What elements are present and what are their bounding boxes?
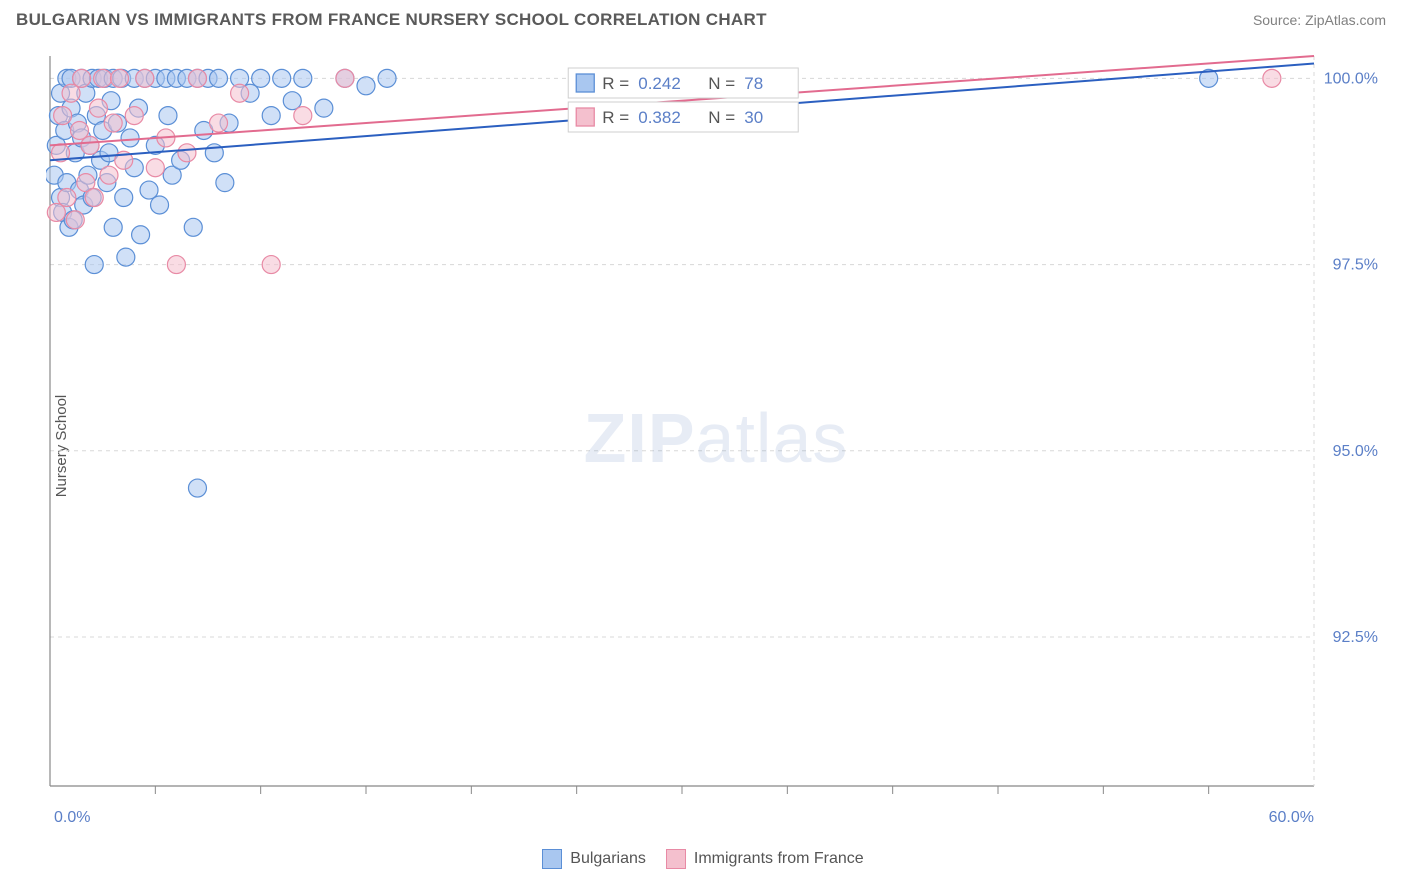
scatter-point [210,69,228,87]
scatter-point [94,69,112,87]
legend-item: Immigrants from France [666,849,864,869]
legend-swatch [542,849,562,869]
scatter-point [136,69,154,87]
y-tick-label: 92.5% [1333,629,1378,646]
header: BULGARIAN VS IMMIGRANTS FROM FRANCE NURS… [0,0,1406,30]
scatter-point [357,77,375,95]
scatter-point [121,129,139,147]
scatter-point [104,218,122,236]
scatter-point [85,256,103,274]
scatter-point [58,189,76,207]
chart-title: BULGARIAN VS IMMIGRANTS FROM FRANCE NURS… [16,10,767,30]
scatter-point [378,69,396,87]
scatter-point [66,211,84,229]
svg-text:R =: R = [602,74,629,93]
scatter-point [151,196,169,214]
svg-text:0.382: 0.382 [638,108,681,127]
scatter-point [252,69,270,87]
scatter-point [273,69,291,87]
scatter-point [104,114,122,132]
legend-swatch [666,849,686,869]
legend-item: Bulgarians [542,849,646,869]
scatter-point [115,189,133,207]
scatter-point [262,107,280,125]
scatter-point [216,174,234,192]
scatter-point [231,84,249,102]
scatter-point [117,248,135,266]
scatter-point [73,69,91,87]
stat-box: R = 0.242 N = 78 [568,68,798,98]
scatter-point [111,69,129,87]
scatter-point [85,189,103,207]
svg-text:N =: N = [708,74,735,93]
scatter-point [336,69,354,87]
svg-text:0.242: 0.242 [638,74,681,93]
scatter-point [188,69,206,87]
scatter-point [262,256,280,274]
svg-text:R =: R = [602,108,629,127]
source-label: Source: ZipAtlas.com [1253,12,1386,28]
scatter-chart: 92.5% 95.0% 97.5% 100.0% R = 0.242 N = 78 R = 0.3… [46,48,1386,828]
chart-area: 92.5% 95.0% 97.5% 100.0% R = 0.242 N = 78 R = 0.3… [46,48,1386,828]
scatter-point [294,69,312,87]
scatter-point [178,144,196,162]
scatter-point [315,99,333,117]
bottom-legend: Bulgarians Immigrants from France [0,849,1406,874]
legend-label: Bulgarians [570,850,646,868]
legend-label: Immigrants from France [694,850,864,868]
scatter-point [188,479,206,497]
svg-text:30: 30 [744,108,763,127]
svg-text:N =: N = [708,108,735,127]
y-tick-label: 95.0% [1333,443,1378,460]
scatter-point [294,107,312,125]
scatter-point [210,114,228,132]
scatter-point [146,159,164,177]
y-tick-label: 97.5% [1333,257,1378,274]
y-tick-label: 100.0% [1324,70,1378,87]
x-tick-left: 0.0% [54,809,90,826]
x-tick-right: 60.0% [1269,809,1314,826]
scatter-point [1263,69,1281,87]
svg-text:78: 78 [744,74,763,93]
scatter-point [125,107,143,125]
scatter-point [159,107,177,125]
scatter-point [184,218,202,236]
scatter-point [132,226,150,244]
scatter-point [100,166,118,184]
scatter-point [167,256,185,274]
stat-box: R = 0.382 N = 30 [568,102,798,132]
scatter-point [81,136,99,154]
scatter-point [89,99,107,117]
scatter-point [54,107,72,125]
